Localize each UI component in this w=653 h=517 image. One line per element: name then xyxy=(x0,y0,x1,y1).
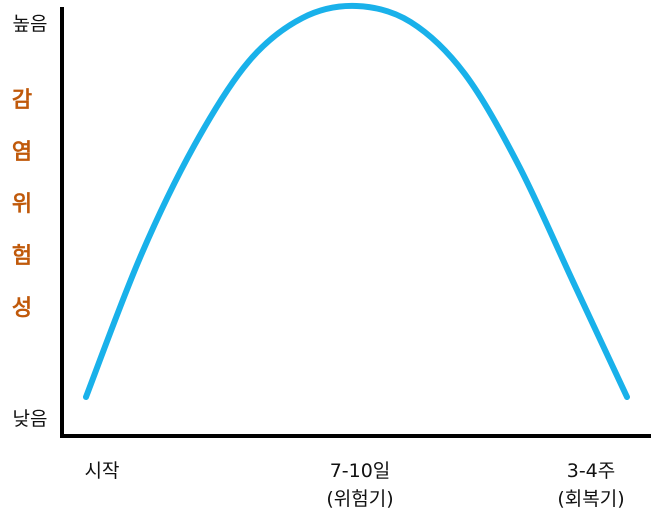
axes xyxy=(60,7,651,438)
x-tick-start: 시작 xyxy=(85,460,120,482)
y-axis-label: 감 염 위 험 성 xyxy=(12,88,32,321)
x-tick-end-sublabel: (회복기) xyxy=(557,488,624,510)
y-axis-label-char-3: 위 xyxy=(12,192,32,217)
y-axis-label-char-4: 험 xyxy=(12,243,32,269)
y-tick-high: 높음 xyxy=(13,13,48,35)
x-tick-peak: 7-10일 xyxy=(330,460,391,482)
x-tick-labels: 시작 7-10일 (위험기) 3-4주 (회복기) xyxy=(85,460,625,510)
y-axis-label-char-1: 감 xyxy=(12,88,32,113)
x-tick-peak-sublabel: (위험기) xyxy=(326,488,393,510)
x-tick-end: 3-4주 xyxy=(567,460,616,482)
y-axis-label-char-2: 염 xyxy=(12,140,32,165)
risk-curve xyxy=(83,2,630,400)
y-axis-label-char-5: 성 xyxy=(12,296,32,321)
y-tick-low: 낮음 xyxy=(13,408,48,430)
